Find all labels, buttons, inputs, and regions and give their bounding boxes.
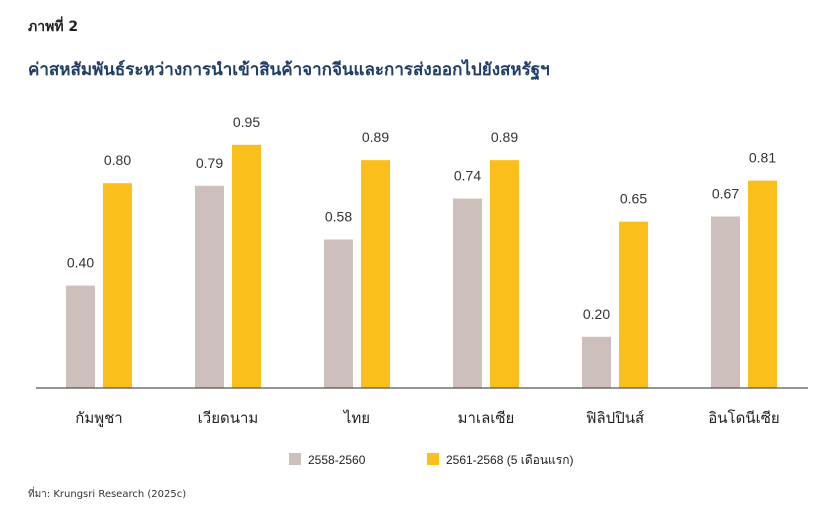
- labels-layer: 0.40 0.80 กัมพูชา 0.79 0.95 เวียดนาม 0.58 0.89 ไ…: [67, 114, 780, 427]
- bar-series1-3: [453, 198, 482, 388]
- value-label-series2-4: 0.65: [620, 191, 647, 207]
- legend-label-1: 2558-2560: [308, 453, 366, 467]
- value-label-series1-2: 0.58: [325, 209, 352, 225]
- value-label-series1-4: 0.20: [583, 306, 610, 322]
- value-label-series2-2: 0.89: [362, 129, 389, 145]
- category-label-1: เวียดนาม: [198, 409, 259, 427]
- value-label-series1-5: 0.67: [712, 185, 739, 201]
- source-note: ที่มา: Krungsri Research (2025c): [28, 489, 187, 500]
- bar-series2-5: [748, 180, 777, 388]
- legend-swatch-1: [289, 453, 301, 465]
- value-label-series1-3: 0.74: [454, 168, 481, 184]
- bar-series2-0: [103, 183, 132, 388]
- legend-label-2: 2561-2568 (5 เดือนแรก): [446, 453, 573, 467]
- category-label-5: อินโดนีเซีย: [708, 409, 779, 427]
- bar-series2-1: [232, 144, 261, 388]
- value-label-series2-1: 0.95: [233, 114, 260, 130]
- figure-label: ภาพที่ 2: [28, 19, 79, 35]
- bar-series1-4: [582, 336, 611, 388]
- category-label-2: ไทย: [343, 409, 370, 427]
- bars-layer: [66, 144, 777, 388]
- value-label-series2-3: 0.89: [491, 129, 518, 145]
- bar-series1-0: [66, 285, 95, 388]
- bar-series2-4: [619, 221, 648, 388]
- category-label-4: ฟิลิปปินส์: [586, 409, 644, 427]
- category-label-0: กัมพูชา: [75, 409, 122, 427]
- legend-swatch-2: [427, 453, 439, 465]
- value-label-series1-1: 0.79: [196, 155, 223, 171]
- bar-series2-3: [490, 160, 519, 388]
- bar-series1-2: [324, 239, 353, 388]
- value-label-series2-5: 0.81: [749, 150, 776, 166]
- bar-series1-5: [711, 216, 740, 388]
- bar-series2-2: [361, 160, 390, 388]
- value-label-series2-0: 0.80: [104, 152, 131, 168]
- legend: 2558-2560 2561-2568 (5 เดือนแรก): [289, 453, 573, 467]
- bar-series1-1: [195, 185, 224, 388]
- value-label-series1-0: 0.40: [67, 255, 94, 271]
- chart-title: ค่าสหสัมพันธ์ระหว่างการนำเข้าสินค้าจากจี…: [28, 60, 550, 80]
- category-label-3: มาเลเซีย: [458, 409, 515, 427]
